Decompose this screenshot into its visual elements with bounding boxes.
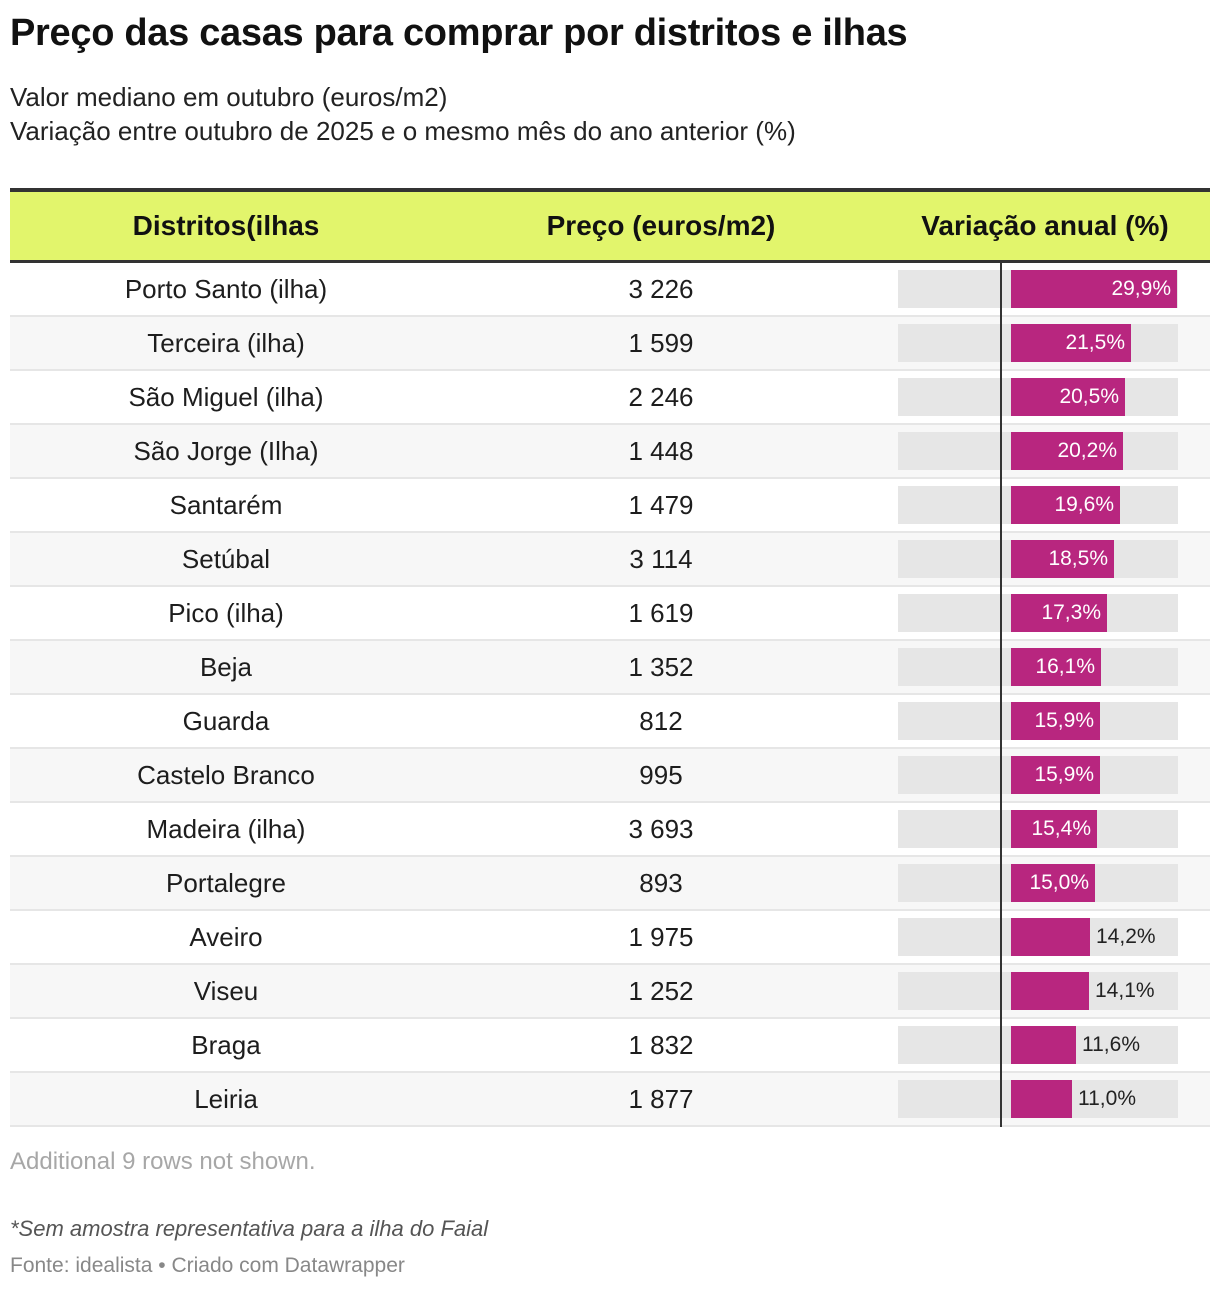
cell-district: Terceira (ilha) xyxy=(147,328,305,358)
column-header-price[interactable]: Preço (euros/m2) xyxy=(546,210,776,241)
table-body: Porto Santo (ilha) 3 226 29,9% Terceira (il… xyxy=(10,263,1210,1127)
cell-district: Leiria xyxy=(194,1084,258,1114)
variation-bar xyxy=(1011,648,1101,686)
chart-subtitle-line1: Valor mediano em outubro (euros/m2) xyxy=(10,82,448,112)
table-row: Braga 1 832 11,6% xyxy=(10,1019,1210,1073)
variation-label: 17,3% xyxy=(1041,601,1101,624)
variation-label: 11,0% xyxy=(1078,1087,1136,1110)
table-header: Distritos(ilhas Preço (euros/m2) Variaçã… xyxy=(10,188,1210,263)
table-row: Beja 1 352 16,1% xyxy=(10,641,1210,695)
variation-label: 14,1% xyxy=(1095,979,1155,1002)
cell-price: 893 xyxy=(639,868,683,898)
variation-bar xyxy=(1011,432,1123,470)
cell-price: 812 xyxy=(639,706,683,736)
table-row: Pico (ilha) 1 619 17,3% xyxy=(10,587,1210,641)
column-header-district[interactable]: Distritos(ilhas xyxy=(132,210,320,241)
table-row: São Jorge (Ilha) 1 448 20,2% xyxy=(10,425,1210,479)
cell-district: São Miguel (ilha) xyxy=(128,382,324,412)
cell-price: 2 246 xyxy=(628,382,694,412)
bar-zero-line xyxy=(1000,263,1002,1127)
chart-title: Preço das casas para comprar por distrit… xyxy=(10,12,908,54)
variation-bar xyxy=(1011,594,1107,632)
variation-label: 18,5% xyxy=(1048,547,1108,570)
variation-bar xyxy=(1011,702,1100,740)
table-row: Terceira (ilha) 1 599 21,5% xyxy=(10,317,1210,371)
variation-bar xyxy=(1011,1080,1072,1118)
cell-district: Porto Santo (ilha) xyxy=(124,274,328,304)
cell-price: 995 xyxy=(639,760,683,790)
chart-subtitle-line2: Variação entre outubro de 2025 e o mesmo… xyxy=(10,116,796,146)
variation-bar xyxy=(1011,972,1089,1010)
variation-label: 20,5% xyxy=(1059,385,1119,408)
table-row: Portalegre 893 15,0% xyxy=(10,857,1210,911)
additional-rows-note[interactable]: Additional 9 rows not shown. xyxy=(10,1148,316,1175)
cell-district: Setúbal xyxy=(181,544,271,574)
cell-price: 1 448 xyxy=(628,436,694,466)
cell-price: 1 352 xyxy=(628,652,694,682)
cell-district: Santarém xyxy=(169,490,283,520)
variation-bar xyxy=(1011,486,1120,524)
cell-price: 3 114 xyxy=(629,544,693,574)
table-row: Castelo Branco 995 15,9% xyxy=(10,749,1210,803)
table-row: Viseu 1 252 14,1% xyxy=(10,965,1210,1019)
cell-price: 1 975 xyxy=(628,922,694,952)
variation-label: 15,4% xyxy=(1031,817,1091,840)
variation-label: 11,6% xyxy=(1082,1033,1140,1056)
cell-district: Beja xyxy=(199,652,253,682)
variation-label: 15,0% xyxy=(1029,871,1089,894)
cell-district: Viseu xyxy=(193,976,259,1006)
table-row: Madeira (ilha) 3 693 15,4% xyxy=(10,803,1210,857)
variation-label: 16,1% xyxy=(1035,655,1095,678)
variation-bar xyxy=(1011,270,1177,308)
cell-district: Aveiro xyxy=(189,922,263,952)
table-row: Leiria 1 877 11,0% xyxy=(10,1073,1210,1127)
table-row: Santarém 1 479 19,6% xyxy=(10,479,1210,533)
cell-district: São Jorge (Ilha) xyxy=(133,436,319,466)
variation-bar xyxy=(1011,1026,1076,1064)
variation-label: 14,2% xyxy=(1096,925,1156,948)
data-table: Distritos(ilhas Preço (euros/m2) Variaçã… xyxy=(10,188,1210,1127)
variation-bar xyxy=(1011,378,1125,416)
variation-bar xyxy=(1011,810,1097,848)
cell-price: 1 877 xyxy=(628,1084,694,1114)
source-credit: Fonte: idealista • Criado com Datawrappe… xyxy=(10,1254,405,1277)
cell-price: 3 226 xyxy=(628,274,694,304)
cell-price: 1 252 xyxy=(628,976,694,1006)
column-header-variation[interactable]: Variação anual (%) xyxy=(921,210,1169,241)
variation-label: 19,6% xyxy=(1054,493,1114,516)
table-row: São Miguel (ilha) 2 246 20,5% xyxy=(10,371,1210,425)
variation-bar xyxy=(1011,324,1131,362)
cell-price: 3 693 xyxy=(628,814,694,844)
variation-bar xyxy=(1011,540,1114,578)
cell-district: Braga xyxy=(191,1030,261,1060)
variation-bar xyxy=(1011,918,1090,956)
variation-bar xyxy=(1011,756,1100,794)
variation-label: 21,5% xyxy=(1065,331,1125,354)
cell-district: Guarda xyxy=(182,706,270,736)
cell-price: 1 479 xyxy=(628,490,694,520)
table-row: Setúbal 3 114 18,5% xyxy=(10,533,1210,587)
table-row: Guarda 812 15,9% xyxy=(10,695,1210,749)
cell-price: 1 599 xyxy=(628,328,694,358)
variation-label: 15,9% xyxy=(1034,763,1094,786)
cell-district: Portalegre xyxy=(166,868,286,898)
variation-label: 20,2% xyxy=(1057,439,1117,462)
table-row: Aveiro 1 975 14,2% xyxy=(10,911,1210,965)
variation-bar xyxy=(1011,864,1095,902)
cell-price: 1 832 xyxy=(628,1030,694,1060)
variation-label: 29,9% xyxy=(1111,277,1171,300)
table-row: Porto Santo (ilha) 3 226 29,9% xyxy=(10,263,1210,317)
variation-label: 15,9% xyxy=(1034,709,1094,732)
cell-district: Madeira (ilha) xyxy=(146,814,306,844)
cell-price: 1 619 xyxy=(628,598,694,628)
footnote: *Sem amostra representativa para a ilha … xyxy=(10,1216,489,1241)
cell-district: Castelo Branco xyxy=(137,760,315,790)
cell-district: Pico (ilha) xyxy=(168,598,284,628)
